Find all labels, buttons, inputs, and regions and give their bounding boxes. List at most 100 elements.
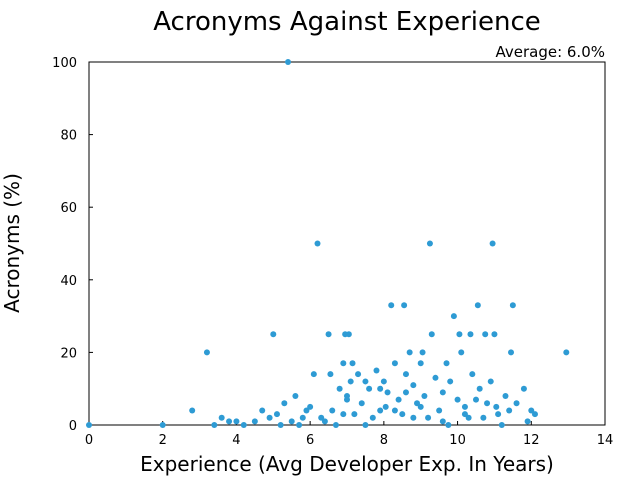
y-axis-label: Acronyms (%) <box>0 173 24 313</box>
data-point <box>332 422 339 428</box>
data-point <box>484 400 491 407</box>
data-point <box>443 360 450 367</box>
data-point <box>469 371 476 378</box>
data-point <box>524 418 531 425</box>
data-point <box>189 407 196 414</box>
data-point <box>520 385 527 392</box>
data-point <box>344 392 350 399</box>
data-point <box>314 240 321 247</box>
y-tick-label: 80 <box>60 129 77 144</box>
data-point <box>531 411 538 418</box>
data-point <box>310 371 317 378</box>
data-point <box>203 349 210 356</box>
x-tick-label: 2 <box>159 433 167 448</box>
data-point <box>563 349 570 356</box>
data-point <box>410 382 417 389</box>
data-point <box>410 414 417 421</box>
data-point <box>417 403 424 410</box>
data-point <box>401 302 408 309</box>
data-point <box>340 360 347 367</box>
data-point <box>428 331 435 338</box>
y-tick-label: 0 <box>69 419 77 434</box>
data-point <box>493 403 500 410</box>
data-point <box>373 367 380 374</box>
data-point <box>351 411 358 418</box>
data-point <box>362 422 369 428</box>
data-point <box>358 400 365 407</box>
data-point <box>296 422 303 428</box>
data-point <box>347 378 354 385</box>
data-point <box>436 407 443 414</box>
data-point <box>303 407 310 414</box>
data-point <box>474 302 481 309</box>
data-point <box>450 313 457 320</box>
data-point <box>340 411 347 418</box>
data-point <box>417 360 424 367</box>
data-point <box>233 418 240 425</box>
data-point <box>458 349 465 356</box>
data-point <box>86 422 92 428</box>
data-point <box>266 414 273 421</box>
data-point <box>506 407 513 414</box>
x-tick-label: 0 <box>85 433 93 448</box>
data-point <box>325 331 332 338</box>
x-tick-label: 6 <box>306 433 314 448</box>
data-point <box>421 392 428 399</box>
x-tick-label: 14 <box>597 433 614 448</box>
data-point <box>377 385 384 392</box>
data-point <box>473 396 479 403</box>
data-point <box>495 411 502 418</box>
data-point <box>240 422 247 428</box>
data-point <box>211 422 218 428</box>
data-point <box>395 396 402 403</box>
data-point <box>498 422 505 428</box>
data-point <box>425 414 432 421</box>
data-point <box>345 331 352 338</box>
data-point <box>513 400 520 407</box>
y-tick-label: 100 <box>52 56 77 71</box>
data-point <box>362 378 369 385</box>
data-point <box>288 418 295 425</box>
data-point <box>384 389 391 396</box>
y-tick-label: 60 <box>60 201 77 216</box>
data-point <box>467 331 474 338</box>
data-point <box>508 349 515 356</box>
data-point <box>355 371 362 378</box>
data-point <box>461 411 468 418</box>
data-point <box>489 240 496 247</box>
data-point <box>218 414 225 421</box>
data-point <box>447 378 454 385</box>
data-point <box>285 59 292 65</box>
y-tick-label: 20 <box>60 346 77 361</box>
data-point <box>318 414 325 421</box>
plot-area <box>88 61 606 426</box>
data-point <box>382 403 389 410</box>
data-point <box>399 411 406 418</box>
data-point <box>273 411 280 418</box>
data-point <box>226 418 233 425</box>
x-tick-label: 10 <box>449 433 466 448</box>
data-point <box>327 371 334 378</box>
axis-ticks: 0 2 4 6 8 10 12 14 0 20 40 60 80 100 <box>52 56 613 448</box>
data-point <box>259 407 266 414</box>
x-tick-label: 12 <box>523 433 540 448</box>
data-point <box>528 407 535 414</box>
data-point <box>502 392 509 399</box>
data-point <box>482 331 489 338</box>
data-point <box>299 414 306 421</box>
data-point <box>419 349 426 356</box>
data-point <box>454 396 461 403</box>
data-point <box>406 349 413 356</box>
data-point <box>159 422 166 428</box>
data-point <box>432 374 439 381</box>
data-point <box>380 378 387 385</box>
data-point <box>336 385 343 392</box>
data-point <box>480 414 487 421</box>
data-point <box>491 331 498 338</box>
average-annotation: Average: 6.0% <box>495 43 605 61</box>
data-point <box>321 418 328 425</box>
data-point <box>402 389 409 396</box>
data-point <box>461 403 468 410</box>
data-point <box>281 400 288 407</box>
